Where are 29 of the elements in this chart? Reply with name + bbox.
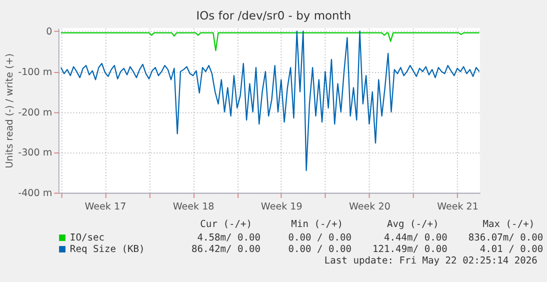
- text: 0.00 / 0.00: [288, 232, 352, 244]
- y-tick-label: -400 m: [18, 188, 52, 200]
- y-tick-label: -200 m: [18, 107, 52, 118]
- y-tick-label: -300 m: [18, 148, 52, 159]
- text: 4.58m/ 0.00: [197, 232, 261, 244]
- text: 836.07m/ 0.00: [468, 232, 544, 244]
- text: 4.01 / 0.00: [480, 244, 544, 256]
- text: Last update: Fri May 22 02:25:14 2026: [324, 256, 538, 267]
- text: Cur (-/+): [200, 219, 252, 230]
- text: 121.49m/ 0.00: [372, 244, 448, 256]
- text: 0.00 / 0.00: [288, 244, 352, 256]
- x-tick-label: Week 18: [172, 201, 214, 212]
- legend-label: IO/sec: [70, 232, 104, 244]
- x-tick-label: Week 19: [260, 201, 302, 212]
- x-tick-label: Week 21: [437, 201, 478, 212]
- line-series: [60, 30, 480, 172]
- text: Max (-/+): [482, 219, 535, 230]
- text: 4.44m/ 0.00: [384, 232, 448, 244]
- chart-title: IOs for /dev/sr0 - by month: [196, 8, 352, 23]
- x-tick-label: Week 20: [348, 201, 390, 212]
- y-tick-label: 0: [46, 26, 52, 38]
- text: Avg (-/+): [386, 219, 439, 230]
- y-tick-label: -100 m: [18, 66, 52, 78]
- legend-label: Req Size (KB): [70, 244, 145, 256]
- line-series: [60, 32, 480, 52]
- text: 86.42m/ 0.00: [191, 244, 261, 256]
- y-axis-title: Units read (-) / write (+): [4, 53, 16, 168]
- text: Min (-/+): [291, 219, 343, 230]
- x-tick-label: Week 17: [84, 201, 126, 212]
